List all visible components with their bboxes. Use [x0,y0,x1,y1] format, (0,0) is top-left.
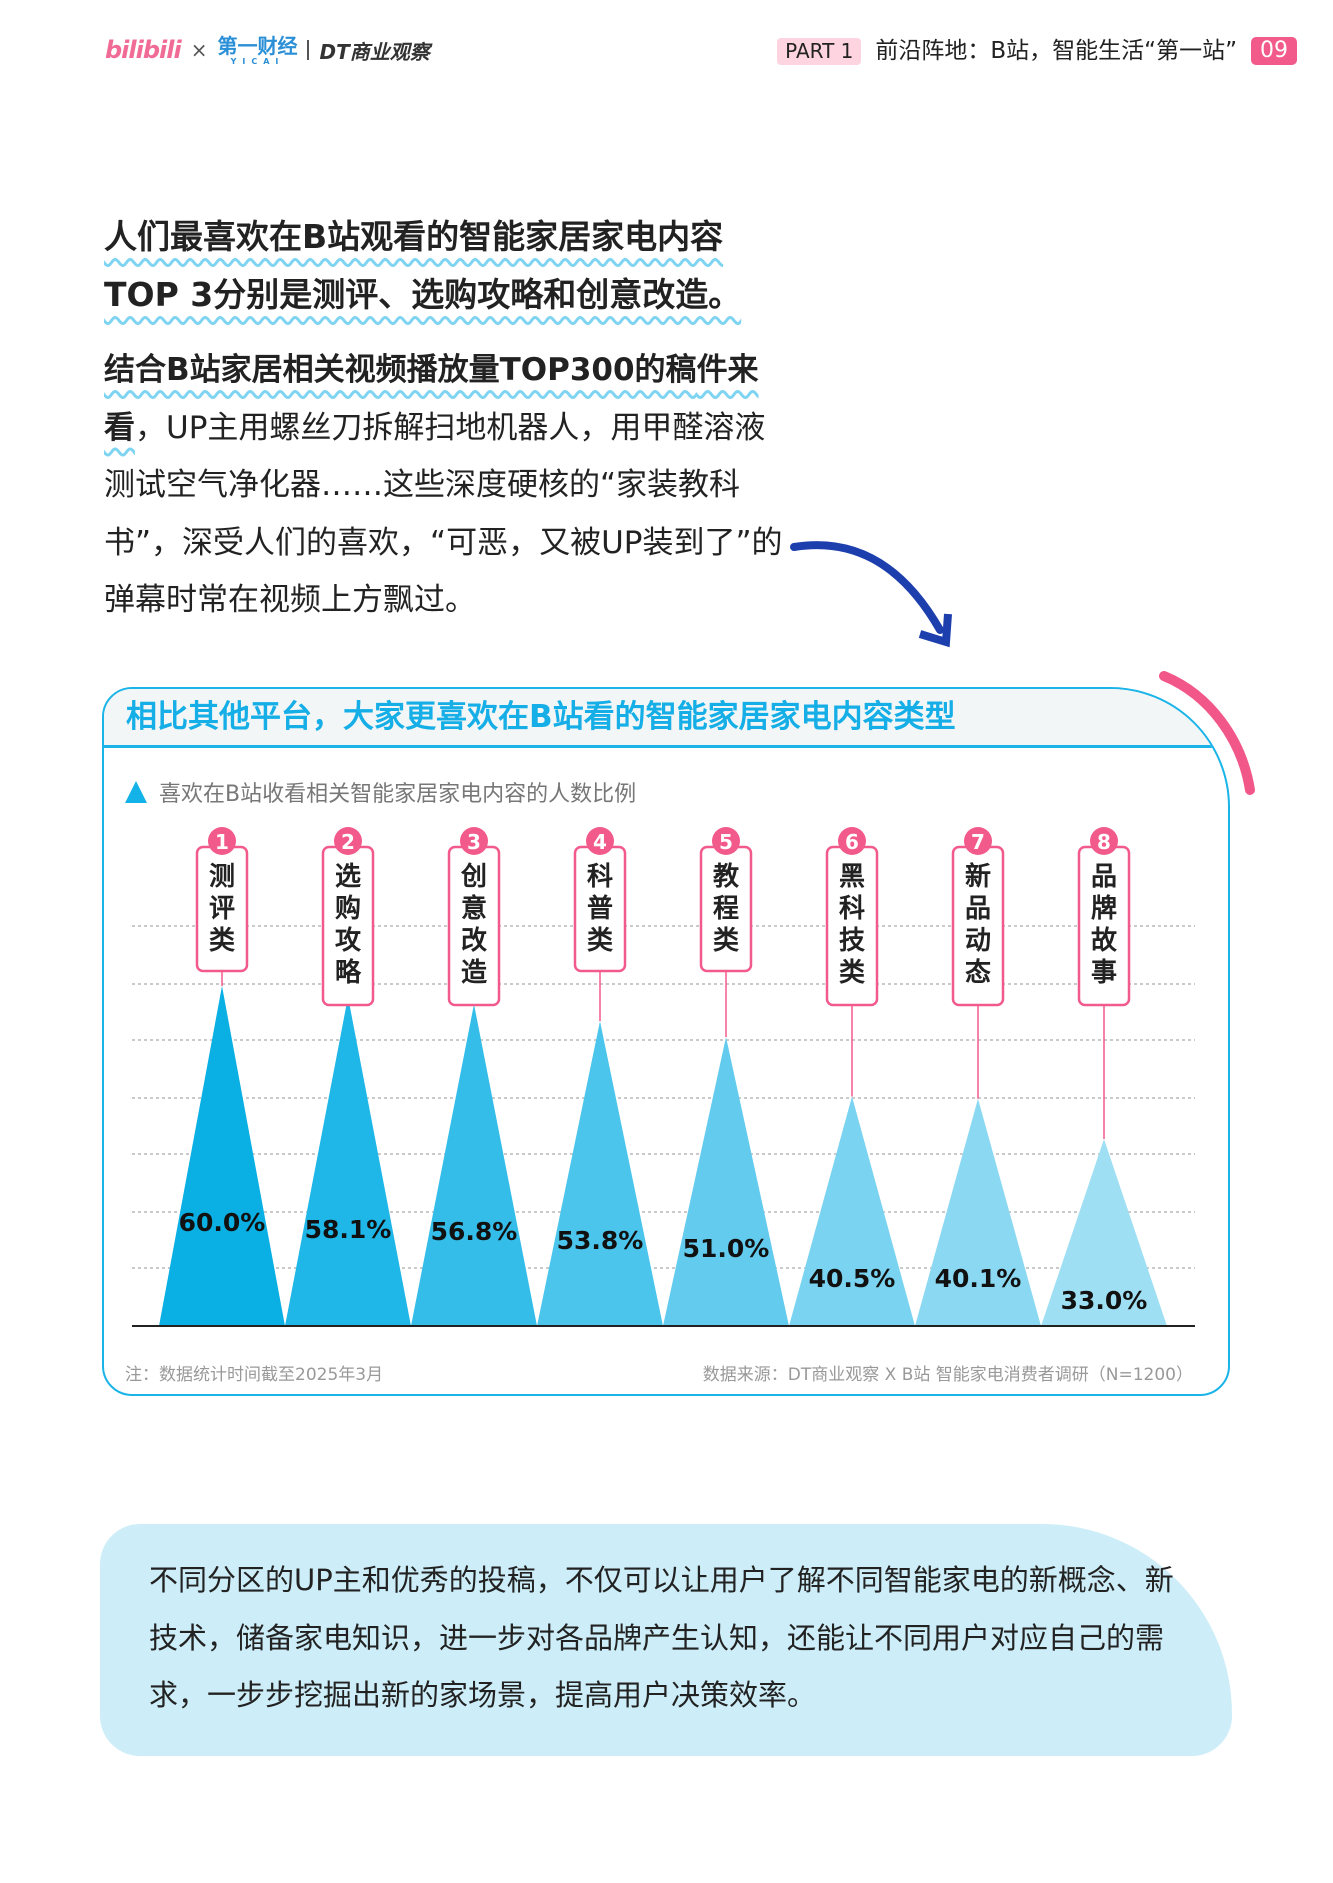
lead-text: 人们最喜欢在B站观看的智能家居家电内容 TOP 3分别是测评、选购攻略和创意改造… [104,208,784,324]
data-label: 53.8% [557,1226,644,1255]
rank-badge [1090,827,1118,855]
category-label: 购 [335,894,361,924]
triangle-icon [125,781,147,803]
section-title: 前沿阵地：B站，智能生活“第一站” [875,38,1237,64]
arrow-icon [790,541,952,648]
triangle-bar [915,1098,1041,1326]
body-paragraph: 结合B站家居相关视频播放量TOP300的稿件来看，UP主用螺丝刀拆解扫地机器人，… [104,342,784,630]
rank-number: 8 [1097,830,1111,854]
category-label: 选 [335,862,361,892]
header-right: PART 1 前沿阵地：B站，智能生活“第一站” 09 [777,37,1297,65]
rank-badge [460,827,488,855]
data-label: 60.0% [179,1208,266,1237]
category-label: 科 [587,862,613,892]
data-label: 33.0% [1061,1286,1148,1315]
triangle-bar [1041,1139,1167,1326]
chart-note: 注：数据统计时间截至2025年3月 [125,1365,384,1385]
para-text: ，UP主用螺丝刀拆解扫地机器人，用甲醛溶液测试空气净化器……这些深度硬核的“家装… [104,409,783,619]
chart-legend: 喜欢在B站收看相关智能家居家电内容的人数比例 [125,776,636,808]
category-label: 类 [839,958,865,988]
rank-badge [712,827,740,855]
triangle-bar [789,1096,915,1326]
para-bold: 结合B站家居相关视频播放量TOP300的稿 [104,352,697,388]
category-label: 测 [209,862,235,892]
rank-number: 6 [845,830,859,854]
category-label: 品 [1091,862,1117,892]
para-bold: 件来看 [104,352,759,446]
category-label: 教 [713,862,739,892]
rank-number: 7 [971,830,985,854]
rank-number: 3 [467,830,481,854]
summary-box: 不同分区的UP主和优秀的投稿，不仅可以让用户了解不同智能家电的新概念、新技术，储… [100,1524,1232,1756]
category-label: 意 [461,893,487,924]
lead-line: 人们最喜欢在B站观看的智能家居家电内容 [104,217,724,256]
rank-badge [964,827,992,855]
chart-title: 相比其他平台，大家更喜欢在B站看的智能家居家电内容类型 [104,689,1228,748]
category-label: 态 [965,957,991,988]
category-label: 创 [460,862,487,892]
category-label: 类 [587,926,613,956]
partner-logos: bilibili × 第一财经 YICAI DT商业观察 [105,30,430,70]
rank-number: 4 [593,830,607,854]
triangle-bar [537,1021,663,1326]
chart-source: 数据来源：DT商业观察 X B站 智能家电消费者调研（N=1200） [702,1365,1193,1385]
decorative-arc [1159,671,1255,795]
rank-number: 1 [215,830,229,854]
yicai-logo: 第一财经 YICAI [217,33,298,66]
part-badge: PART 1 [777,37,862,65]
category-label: 攻 [335,926,362,956]
triangle-bar [159,986,285,1326]
category-label: 评 [209,894,235,924]
data-label: 40.5% [809,1264,896,1293]
triangle-bar [663,1037,789,1326]
category-label: 新 [965,861,991,892]
logo-separator: × [190,38,208,62]
triangle-bar [411,1004,537,1326]
rank-number: 2 [341,830,355,854]
category-label: 黑 [839,862,865,892]
chart-card: 相比其他平台，大家更喜欢在B站看的智能家居家电内容类型 [102,687,1230,1396]
data-label: 56.8% [431,1217,518,1246]
category-label: 牌 [1091,893,1117,924]
category-label: 动 [965,926,991,956]
category-label: 改 [461,925,487,956]
data-label: 40.1% [935,1264,1022,1293]
dt-logo: DT商业观察 [319,39,430,64]
triangle-chart: 测评类160.0%选购攻略258.1%创意改造356.8%科普类453.8%教程… [132,827,1195,1327]
category-label: 科 [839,894,865,924]
page-number: 09 [1251,37,1297,65]
data-label: 51.0% [683,1234,770,1263]
category-label: 故 [1091,926,1117,956]
category-label: 技 [839,926,865,956]
rank-badge [334,827,362,855]
category-label: 造 [461,958,487,988]
category-label: 略 [335,957,362,988]
category-label: 类 [209,926,235,956]
rank-number: 5 [719,830,733,854]
category-label: 程 [713,894,739,924]
category-label: 普 [587,893,613,924]
bilibili-logo: bilibili [105,36,182,64]
legend-label: 喜欢在B站收看相关智能家居家电内容的人数比例 [159,782,637,807]
rank-badge [838,827,866,855]
lead-line: TOP 3分别是测评、选购攻略和创意改造。 [104,275,742,314]
category-label: 品 [965,894,991,924]
rank-badge [208,827,236,855]
triangle-bar [285,996,411,1326]
category-label: 类 [713,926,739,956]
divider [307,40,310,60]
rank-badge [586,827,614,855]
category-label: 事 [1091,958,1117,988]
data-label: 58.1% [305,1215,392,1244]
